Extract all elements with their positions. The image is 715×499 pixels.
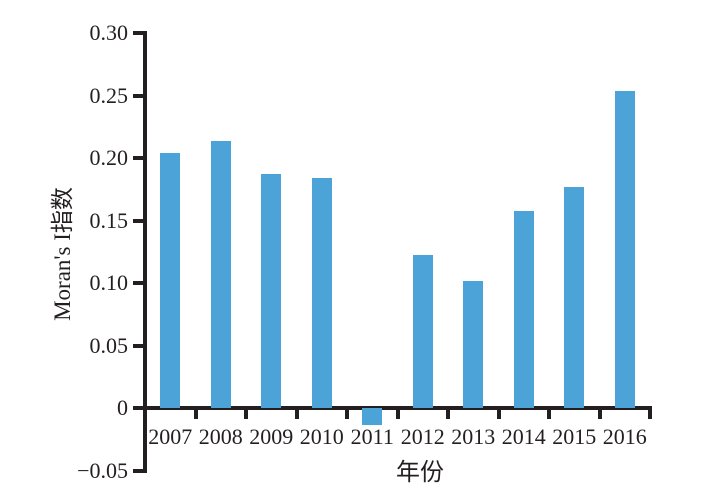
x-axis-tick [193,406,198,420]
x-axis-tick [648,406,652,420]
bar-2016 [614,90,635,409]
y-axis-tick [133,343,145,348]
bar-2009 [261,174,282,409]
x-tick-label: 2007 [148,424,193,450]
y-tick-label: 0.15 [89,207,129,233]
y-axis-tick [133,156,145,161]
x-tick-label: 2011 [350,424,394,450]
y-axis-tick [133,93,145,98]
plot-area: 0.30 0.25 0.20 0.15 0.10 0.05 0 −0.05 2007 2008 20… [77,20,652,483]
x-tick-label: 2009 [249,424,294,450]
bar-2008 [210,140,231,409]
y-tick-label: 0.25 [89,82,129,108]
x-tick-label: 2008 [198,424,243,450]
bar-2011 [362,408,383,425]
y-tick-label: 0.20 [89,145,129,171]
x-axis-tick [547,406,551,420]
x-axis-tick [395,406,400,420]
bar-2012 [412,254,433,409]
x-tick-label: 2010 [299,424,344,450]
x-axis-tick [597,406,602,420]
y-tick-label: 0.10 [89,270,129,296]
x-axis-tick [294,406,299,420]
y-axis-tick [133,31,145,35]
x-tick-label: 2013 [451,424,496,450]
y-tick-label: 0.30 [89,20,129,45]
x-tick-label: 2015 [552,424,597,450]
y-tick-label: −0.05 [77,458,128,483]
y-tick-label: 0.05 [89,332,129,358]
x-axis-title: 年份 [396,460,444,486]
x-axis-tick [446,406,450,420]
x-axis-tick [244,406,248,420]
y-axis-tick [133,406,145,411]
x-axis-tick [496,406,501,420]
x-tick-label: 2012 [400,424,445,450]
x-tick-label: 2016 [602,424,647,450]
x-axis-tick [143,406,147,420]
bar-2014 [513,210,534,409]
y-axis-tick [133,281,145,286]
x-tick-label: 2014 [501,424,546,450]
y-tick-label: 0 [117,395,128,421]
bar-2010 [311,178,332,409]
x-axis-tick [345,406,349,420]
bar-2015 [564,186,585,409]
bar-2007 [160,153,181,409]
y-axis-tick [133,218,145,223]
y-axis-line [143,31,147,473]
bar-2013 [463,280,484,409]
y-axis-tick [133,469,145,473]
